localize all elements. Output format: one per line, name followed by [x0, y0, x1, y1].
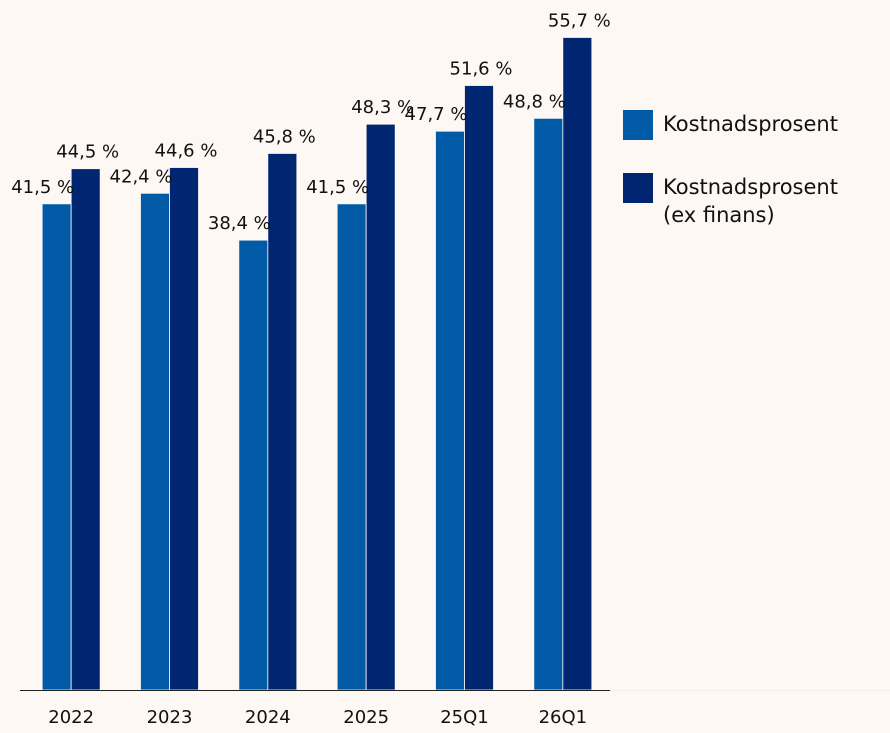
- bar: [365, 123, 396, 691]
- x-tick-label: 2022: [48, 707, 94, 728]
- legend-item: Kostnadsprosent: [623, 110, 863, 140]
- value-label: 41,5 %: [306, 177, 369, 198]
- legend-item: Kostnadsprosent (ex finans): [623, 173, 863, 229]
- bar: [70, 168, 101, 691]
- bar: [435, 130, 465, 691]
- value-label: 44,5 %: [56, 142, 119, 163]
- bar: [562, 37, 593, 691]
- legend-label: Kostnadsprosent (ex finans): [663, 175, 838, 227]
- bar: [267, 153, 298, 691]
- value-label: 42,4 %: [110, 166, 173, 187]
- bar: [41, 203, 72, 691]
- x-tick-label: 26Q1: [539, 707, 588, 728]
- x-tick-label: 2025: [343, 707, 389, 728]
- bar: [238, 239, 269, 691]
- value-label: 38,4 %: [208, 213, 271, 234]
- bar: [140, 192, 170, 691]
- bar: [169, 167, 199, 691]
- value-label: 41,5 %: [11, 177, 74, 198]
- value-label: 47,7 %: [405, 104, 468, 125]
- legend-label: Kostnadsprosent: [663, 112, 838, 136]
- value-label: 51,6 %: [450, 59, 513, 80]
- x-tick-label: 2023: [147, 707, 193, 728]
- x-tick-label: 25Q1: [440, 707, 489, 728]
- value-label: 44,6 %: [155, 141, 218, 162]
- value-label: 55,7 %: [548, 10, 611, 31]
- value-label: 48,3 %: [351, 97, 414, 118]
- value-label: 48,8 %: [503, 91, 566, 112]
- bar: [336, 203, 367, 691]
- legend-swatch: [623, 173, 653, 203]
- x-tick-label: 2024: [245, 707, 291, 728]
- value-label: 45,8 %: [253, 126, 316, 147]
- bar: [464, 85, 494, 691]
- bar: [533, 117, 564, 691]
- legend-swatch: [623, 110, 653, 140]
